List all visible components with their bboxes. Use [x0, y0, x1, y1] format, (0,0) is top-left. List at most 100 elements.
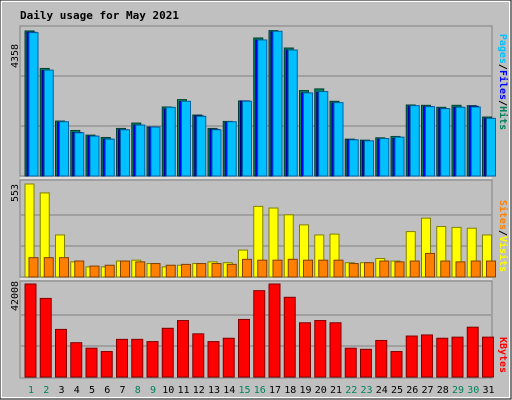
day-label-3: 3 [58, 385, 64, 396]
bar-sites-day-6 [104, 264, 115, 278]
bar-pages-day-5 [89, 135, 100, 177]
bar-sites-day-28 [440, 260, 451, 278]
legend-separator: / [497, 230, 508, 236]
bar-kbytes-day-17 [268, 283, 281, 378]
bar-pages-day-1 [28, 32, 39, 177]
day-label-22: 22 [345, 385, 357, 396]
bar-pages-day-17 [272, 30, 283, 177]
bar-sites-day-15 [242, 258, 252, 278]
bar-kbytes-day-15 [238, 318, 250, 378]
bar-pages-day-4 [74, 132, 85, 177]
bar-pages-day-9 [150, 126, 161, 177]
legend-sites-visits: Sites/Visits [497, 200, 509, 272]
day-label-31: 31 [482, 385, 494, 396]
bar-kbytes-day-23 [360, 348, 372, 378]
bar-kbytes-day-7 [116, 338, 128, 378]
bar-pages-day-16 [257, 39, 268, 177]
bar-kbytes-day-28 [436, 337, 449, 378]
bar-kbytes-day-2 [39, 297, 52, 378]
day-labels: 1 2 3 4 5 6 7 8 9 10 11 12 13 14 15 16 17 18 19 20 21 22 23 24 2… [28, 385, 495, 396]
bar-kbytes-day-1 [24, 283, 37, 378]
bar-pages-day-6 [104, 138, 115, 177]
day-label-9: 9 [150, 385, 156, 396]
bar-kbytes-day-18 [283, 296, 296, 378]
bar-pages-day-21 [333, 102, 344, 177]
visits-max-label: 553 [10, 184, 21, 202]
legend-pages: Pages [497, 34, 508, 64]
bar-sites-day-4 [74, 260, 85, 278]
bar-kbytes-day-22 [344, 347, 357, 378]
bar-sites-day-22 [348, 263, 359, 278]
legend-files: Files [497, 70, 509, 100]
bar-sites-day-25 [394, 261, 405, 278]
bar-pages-day-13 [211, 129, 222, 177]
day-label-6: 6 [104, 385, 110, 396]
bar-sites-day-2 [43, 257, 54, 278]
kbytes-max-label: 42008 [10, 281, 21, 311]
day-label-21: 21 [330, 385, 342, 396]
day-label-7: 7 [119, 385, 125, 396]
bar-kbytes-day-21 [329, 322, 342, 378]
chart-title: Daily usage for May 2021 [20, 9, 179, 22]
bar-sites-day-30 [470, 260, 481, 278]
day-label-12: 12 [193, 385, 205, 396]
bar-sites-day-19 [303, 259, 313, 278]
bar-pages-day-20 [318, 91, 329, 177]
day-label-23: 23 [360, 385, 372, 396]
day-label-10: 10 [162, 385, 174, 396]
bar-kbytes-day-8 [131, 338, 144, 378]
bar-pages-day-28 [440, 108, 451, 177]
bar-sites-day-17 [272, 259, 283, 278]
bar-kbytes-day-25 [390, 351, 403, 378]
bar-kbytes-day-12 [192, 333, 205, 378]
day-label-29: 29 [452, 385, 464, 396]
bar-sites-day-3 [59, 257, 69, 278]
legend-separator: / [497, 64, 508, 70]
day-label-20: 20 [315, 385, 327, 396]
bar-pages-day-30 [470, 106, 481, 177]
bar-pages-day-7 [120, 129, 130, 177]
bar-pages-day-15 [242, 100, 252, 177]
bars [24, 30, 496, 378]
bar-sites-day-11 [181, 263, 191, 278]
bar-pages-day-14 [226, 121, 237, 177]
day-label-17: 17 [269, 385, 281, 396]
legend-pages-files-hits: Pages/Files/Hits [497, 34, 509, 130]
bar-pages-day-19 [303, 92, 313, 177]
bar-kbytes-day-24 [375, 339, 388, 378]
day-label-14: 14 [223, 385, 235, 396]
day-label-28: 28 [437, 385, 449, 396]
bar-pages-day-3 [59, 121, 69, 177]
day-label-13: 13 [208, 385, 220, 396]
legend-visits: Visits [497, 236, 509, 272]
day-label-27: 27 [421, 385, 433, 396]
bar-kbytes-day-11 [177, 320, 189, 378]
bar-sites-day-9 [150, 263, 161, 278]
bar-pages-day-29 [455, 106, 466, 177]
hits-max-label: 4358 [10, 44, 21, 68]
day-label-19: 19 [299, 385, 311, 396]
bar-sites-day-7 [120, 260, 130, 278]
bar-sites-day-26 [409, 260, 420, 278]
bar-kbytes-day-16 [253, 290, 266, 378]
day-label-2: 2 [43, 385, 49, 396]
bar-sites-day-24 [379, 260, 390, 278]
bar-sites-day-31 [486, 260, 496, 278]
bar-kbytes-day-14 [222, 337, 235, 378]
bar-sites-day-10 [165, 264, 176, 278]
bar-kbytes-day-13 [207, 341, 220, 378]
day-label-18: 18 [284, 385, 296, 396]
bar-pages-day-27 [425, 106, 435, 177]
bar-kbytes-day-29 [451, 336, 464, 378]
bar-sites-day-23 [364, 262, 374, 278]
bar-sites-day-16 [257, 259, 268, 278]
bar-pages-day-26 [409, 105, 420, 177]
bar-pages-day-24 [379, 137, 390, 177]
day-label-16: 16 [254, 385, 266, 396]
day-label-26: 26 [406, 385, 418, 396]
day-label-15: 15 [238, 385, 250, 396]
bar-kbytes-day-4 [70, 342, 83, 378]
bar-sites-day-1 [28, 257, 39, 278]
bar-kbytes-day-31 [482, 336, 494, 378]
